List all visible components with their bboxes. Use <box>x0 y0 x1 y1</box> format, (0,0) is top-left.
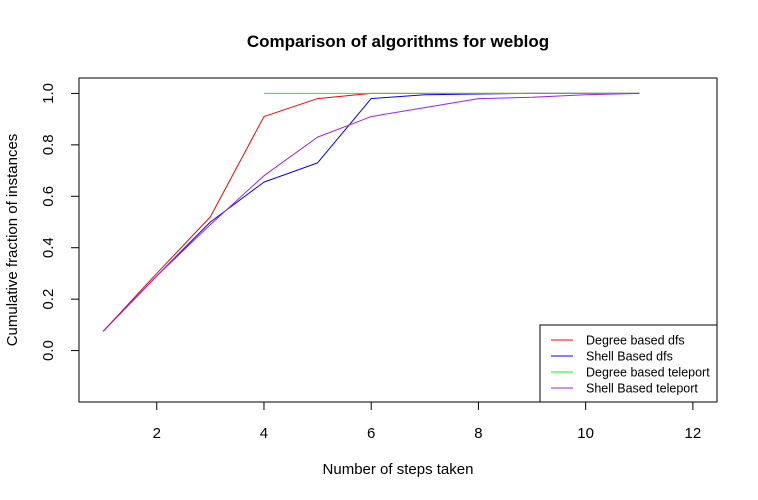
y-axis-label: Cumulative fraction of instances <box>4 134 21 347</box>
y-tick-label: 0.4 <box>40 237 57 258</box>
x-tick-label: 8 <box>474 425 482 442</box>
x-tick-label: 12 <box>685 425 702 442</box>
legend-label-2: Shell Based dfs <box>586 350 673 364</box>
chart-title: Comparison of algorithms for weblog <box>247 32 549 51</box>
x-tick-label: 10 <box>577 425 594 442</box>
y-tick-label: 0.8 <box>40 134 57 155</box>
y-tick-label: 1.0 <box>40 83 57 104</box>
x-tick-label: 4 <box>260 425 268 442</box>
legend-label-1: Degree based dfs <box>586 334 685 348</box>
x-axis-label: Number of steps taken <box>323 461 474 478</box>
y-axis: 0.0 0.2 0.4 0.6 0.8 1.0 <box>40 83 80 361</box>
x-tick-label: 6 <box>367 425 375 442</box>
legend-box <box>539 324 718 403</box>
x-tick-label: 2 <box>153 425 161 442</box>
y-tick-label: 0.0 <box>40 340 57 361</box>
series-line-2 <box>102 92 640 332</box>
y-tick-label: 0.6 <box>40 186 57 207</box>
series-layer <box>102 92 640 332</box>
legend: Degree based dfs Shell Based dfs Degree ba… <box>539 324 718 403</box>
series-line-1 <box>102 92 640 332</box>
legend-label-3: Degree based teleport <box>586 366 710 380</box>
x-axis: 2 4 6 8 10 12 <box>153 401 702 442</box>
y-tick-label: 0.2 <box>40 289 57 310</box>
legend-label-4: Shell Based teleport <box>586 382 698 396</box>
series-line-4 <box>102 92 640 332</box>
